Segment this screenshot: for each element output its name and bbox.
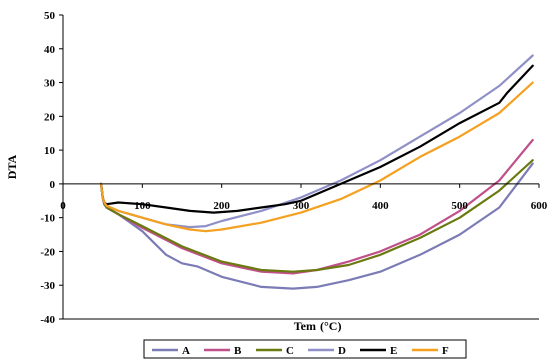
y-axis-title: DTA [5,154,19,179]
x-axis-title-label: Tem [294,319,316,333]
legend: A B C D E F [152,345,449,357]
legend-label-B: B [234,345,242,357]
series-line-F [99,81,534,233]
y-tick-label: -40 [40,314,55,326]
y-tick-label: 50 [44,10,56,22]
y-tick-label: 40 [44,44,56,56]
legend-label-A: A [182,345,190,357]
y-tick-label: 10 [44,145,56,157]
y-tick-label: 0 [50,179,56,191]
series-line-E [99,64,534,214]
y-tick-label: 20 [44,111,56,123]
plot-area [63,15,539,319]
x-tick-label: 200 [213,200,230,212]
y-tick-label: -10 [40,213,55,225]
x-axis-unit: (°C) [320,319,341,333]
x-tick-label: 100 [134,200,151,212]
x-tick-label: 500 [451,200,468,212]
x-tick-label: 300 [293,200,310,212]
x-tick-label: 0 [60,200,66,212]
x-axis-title: Tem [294,319,316,333]
y-tick-label: -30 [40,280,55,292]
x-tick-label: 400 [372,200,389,212]
legend-box [143,339,467,359]
legend-label-E: E [390,345,397,357]
x-tick-label: 600 [531,200,548,212]
y-tick-label: -20 [40,246,55,258]
legend-label-C: C [286,345,294,357]
legend-label-D: D [338,345,346,357]
series-layer [99,54,534,290]
legend-label-F: F [442,345,449,357]
y-tick-label: 30 [44,78,56,90]
